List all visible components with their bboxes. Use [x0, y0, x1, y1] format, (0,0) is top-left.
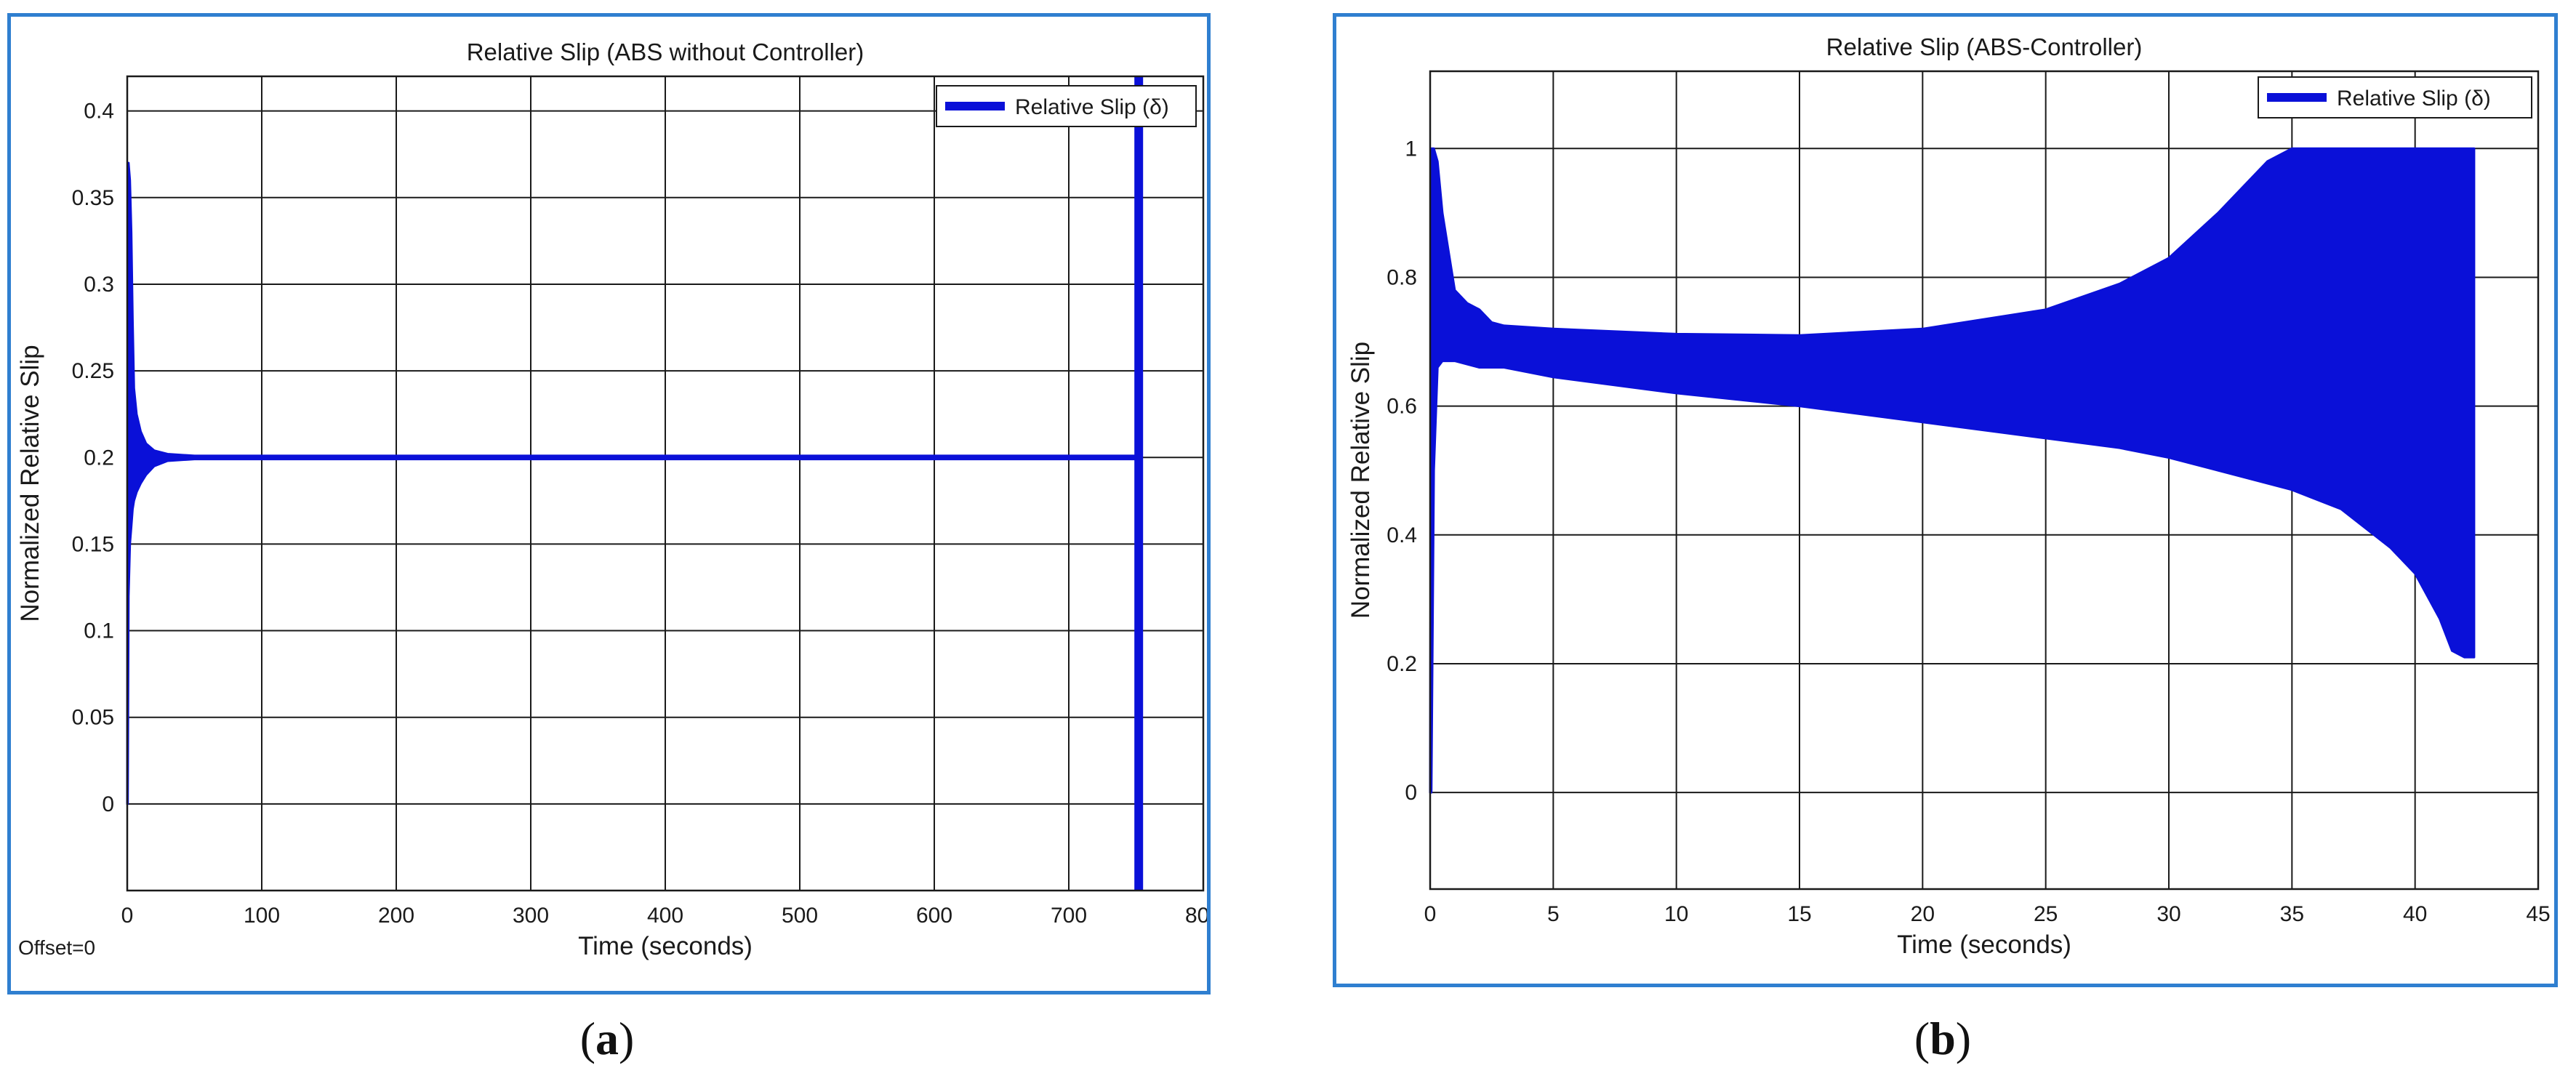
y-tick-label: 0.2	[84, 446, 114, 470]
x-tick-label: 100	[244, 904, 280, 928]
x-tick-label: 800	[1185, 904, 1207, 928]
legend-swatch	[945, 102, 1005, 110]
y-axis-label: Normalized Relative Slip	[1347, 342, 1375, 619]
y-tick-label: 0.05	[72, 706, 114, 730]
x-tick-label: 700	[1051, 904, 1087, 928]
y-tick-label: 0	[102, 792, 114, 816]
legend-label: Relative Slip (δ)	[1015, 95, 1169, 119]
x-tick-label: 30	[2156, 902, 2180, 926]
y-tick-label: 0.15	[72, 532, 114, 556]
chart-a-svg: Relative Slip (ABS without Controller) 0 1…	[16, 39, 1207, 960]
x-tick-label: 10	[1664, 902, 1688, 926]
plot-frame	[126, 75, 1205, 892]
x-tick-label: 40	[2403, 902, 2427, 926]
x-tick-label: 0	[121, 904, 134, 928]
y-tick-label: 0.4	[84, 100, 114, 124]
vertical-marker-line	[1134, 76, 1144, 891]
chart-b-svg: Relative Slip (ABS-Controller)0 5 10 15 20 25…	[1347, 33, 2551, 959]
plot-frame	[1429, 70, 2540, 891]
y-tick-label: 0.35	[72, 186, 114, 210]
y-tick-label: 0.3	[84, 273, 114, 297]
x-tick-label: 20	[1911, 902, 1935, 926]
x-tick-label: 400	[647, 904, 683, 928]
x-tick-label: 0	[1424, 902, 1437, 926]
chart-title: Relative Slip (ABS-Controller)	[1826, 33, 2143, 60]
chart-title: Relative Slip (ABS without Controller)	[467, 39, 864, 65]
x-axis-label: Time (seconds)	[578, 932, 753, 960]
x-tick-label: 5	[1547, 902, 1560, 926]
chart-panel-a: Relative Slip (ABS without Controller) 0 1…	[7, 13, 1211, 994]
chart-panel-b: Relative Slip (ABS-Controller) 0 5 10 15 20 25…	[1333, 13, 2558, 987]
x-tick-label: 300	[513, 904, 549, 928]
y-tick-label: 0.8	[1387, 265, 1417, 289]
legend-label: Relative Slip (δ)	[2337, 87, 2491, 110]
x-tick-label: 200	[378, 904, 414, 928]
legend-swatch	[2267, 93, 2327, 102]
caption-a: (a)	[579, 1013, 635, 1064]
y-axis-label: Normalized Relative Slip	[16, 345, 44, 622]
y-tick-label: 0	[1405, 781, 1417, 805]
x-tick-label: 25	[2034, 902, 2058, 926]
y-tick-label: 0.4	[1387, 523, 1417, 547]
offset-footnote: Offset=0	[18, 936, 95, 959]
x-tick-label: 500	[782, 904, 818, 928]
x-axis-label: Time (seconds)	[1897, 931, 2071, 959]
x-tick-label: 15	[1787, 902, 1811, 926]
y-tick-label: 0.25	[72, 359, 114, 383]
x-tick-label: 45	[2526, 902, 2550, 926]
y-tick-label: 0.6	[1387, 395, 1417, 419]
caption-b: (b)	[1914, 1013, 1972, 1064]
x-tick-label: 600	[916, 904, 952, 928]
series-relative-slip	[1429, 147, 2476, 794]
y-tick-label: 0.2	[1387, 652, 1417, 676]
y-tick-label: 1	[1405, 137, 1417, 161]
y-tick-label: 0.1	[84, 619, 114, 643]
x-tick-label: 35	[2280, 902, 2304, 926]
